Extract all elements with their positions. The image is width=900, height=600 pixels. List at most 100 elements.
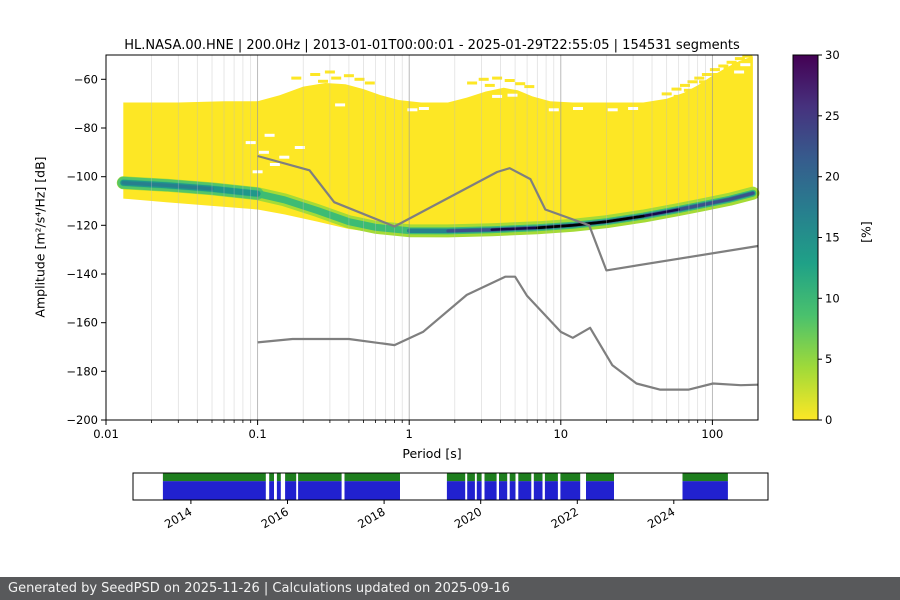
- histogram-sparse-bin: [680, 83, 690, 87]
- histogram-density-band: [536, 214, 645, 230]
- histogram-sparse-bin: [734, 57, 745, 61]
- coverage-highlight-segment: [484, 473, 497, 482]
- y-tick-label: −140: [66, 267, 98, 281]
- histogram-sparse-bin: [318, 79, 328, 83]
- coverage-frame: [132, 472, 769, 501]
- coverage-year-label: 2024: [645, 504, 677, 531]
- colorbar-label: [%]: [858, 221, 874, 243]
- colorbar-tick-label: 0: [825, 413, 832, 427]
- x-axis-label: Period [s]: [402, 446, 462, 461]
- histogram-sparse-bin: [723, 66, 734, 70]
- coverage-data-segment: [162, 481, 266, 500]
- coverage-highlight-segment: [162, 473, 266, 482]
- histogram-sparse-bin: [742, 54, 753, 58]
- coverage-highlight-segment: [446, 473, 466, 482]
- coverage-data-segment: [499, 481, 508, 500]
- nlnm-noise-model-line: [257, 275, 759, 391]
- chart-title: HL.NASA.00.HNE | 200.0Hz | 2013-01-01T00…: [124, 38, 740, 53]
- histogram-sparse-bin: [364, 81, 375, 85]
- histogram-gap-bin: [507, 93, 518, 97]
- histogram-sparse-bin: [467, 81, 478, 85]
- histogram-sparse-bin: [731, 62, 742, 65]
- y-tick-label: −80: [74, 121, 98, 135]
- colorbar-tick-label: 10: [825, 291, 840, 305]
- coverage-data-segment: [586, 481, 614, 500]
- histogram-sparse-bin: [726, 60, 737, 64]
- histogram-gap-bin: [264, 133, 275, 137]
- coverage-data-segment: [682, 481, 728, 500]
- x-tick-label: 10: [553, 427, 568, 441]
- histogram-gap-bin: [418, 107, 429, 110]
- coverage-data-segment: [467, 481, 475, 500]
- x-tick-label: 100: [701, 427, 723, 441]
- coverage-data-segment: [476, 481, 482, 500]
- histogram-sparse-bin: [718, 64, 729, 68]
- coverage-year-label: 2016: [259, 504, 291, 531]
- y-tick-label: −180: [66, 364, 98, 378]
- coverage-highlight-segment: [269, 473, 274, 482]
- coverage-data-segment: [533, 481, 543, 500]
- coverage-data-segment: [446, 481, 466, 500]
- y-axis-label: Amplitude [m²/s⁴/Hz] [dB]: [32, 156, 48, 318]
- histogram-sparse-bin: [699, 80, 709, 84]
- coverage-year-label: 2020: [452, 504, 484, 531]
- coverage-highlight-segment: [518, 473, 532, 482]
- coverage-highlight-segment: [344, 473, 400, 482]
- colorbar: [792, 54, 819, 421]
- coverage-highlight-segment: [509, 473, 516, 482]
- x-tick-label: 1: [406, 427, 413, 441]
- histogram-blob: [123, 56, 753, 236]
- colorbar-tick-label: 5: [825, 352, 832, 366]
- colorbar-tick-label: 20: [825, 170, 840, 184]
- y-tick-label: −60: [74, 72, 98, 86]
- coverage-year-label: 2022: [548, 504, 580, 531]
- histogram-sparse-bin: [515, 82, 526, 86]
- nhnm-noise-model-line: [257, 154, 759, 272]
- coverage-data-segment: [560, 481, 581, 500]
- histogram-gap-bin: [279, 155, 290, 159]
- coverage-data-segment: [344, 481, 400, 500]
- colorbar-tick-label: 30: [825, 48, 840, 62]
- histogram-sparse-bin: [484, 83, 495, 87]
- histogram-gap-bin: [740, 63, 751, 67]
- histogram-gap-bin: [294, 146, 305, 149]
- coverage-highlight-segment: [276, 473, 281, 482]
- coverage-highlight-segment: [586, 473, 614, 482]
- coverage-data-segment: [509, 481, 516, 500]
- y-tick-label: −160: [66, 316, 98, 330]
- coverage-data-segment: [276, 481, 281, 500]
- coverage-highlight-segment: [544, 473, 558, 482]
- histogram-sparse-bin: [478, 77, 489, 81]
- histogram-density-band: [121, 181, 214, 191]
- colorbar-tick-label: 25: [825, 109, 840, 123]
- coverage-data-segment: [285, 481, 297, 500]
- histogram-sparse-bin: [291, 76, 302, 80]
- x-tick-label: 0.1: [248, 427, 266, 441]
- histogram-sparse-bin: [504, 79, 515, 82]
- histogram-sparse-bin: [701, 73, 712, 76]
- histogram-sparse-bin: [331, 76, 342, 80]
- colorbar-tick-label: 15: [825, 231, 840, 245]
- coverage-highlight-segment: [285, 473, 297, 482]
- coverage-highlight-segment: [560, 473, 581, 482]
- x-tick-label: 0.01: [93, 427, 119, 441]
- coverage-data-segment: [298, 481, 342, 500]
- y-tick-label: −100: [66, 170, 98, 184]
- histogram-gap-bin: [269, 163, 280, 166]
- coverage-highlight-segment: [467, 473, 475, 482]
- histogram-gap-bin: [492, 94, 503, 98]
- histogram-sparse-bin: [687, 80, 698, 84]
- histogram-gap-bin: [335, 103, 346, 107]
- coverage-data-segment: [544, 481, 558, 500]
- histogram-sparse-bin: [694, 76, 705, 80]
- histogram-sparse-bin: [671, 87, 682, 91]
- coverage-year-label: 2014: [162, 504, 194, 531]
- coverage-highlight-segment: [533, 473, 543, 482]
- histogram-sparse-bin: [310, 73, 321, 76]
- histogram-gap-bin: [734, 70, 745, 74]
- histogram-sparse-bin: [712, 73, 723, 76]
- histogram-gap-bin: [407, 108, 418, 112]
- coverage-year-label: 2018: [355, 504, 387, 531]
- y-tick-label: −200: [66, 413, 98, 427]
